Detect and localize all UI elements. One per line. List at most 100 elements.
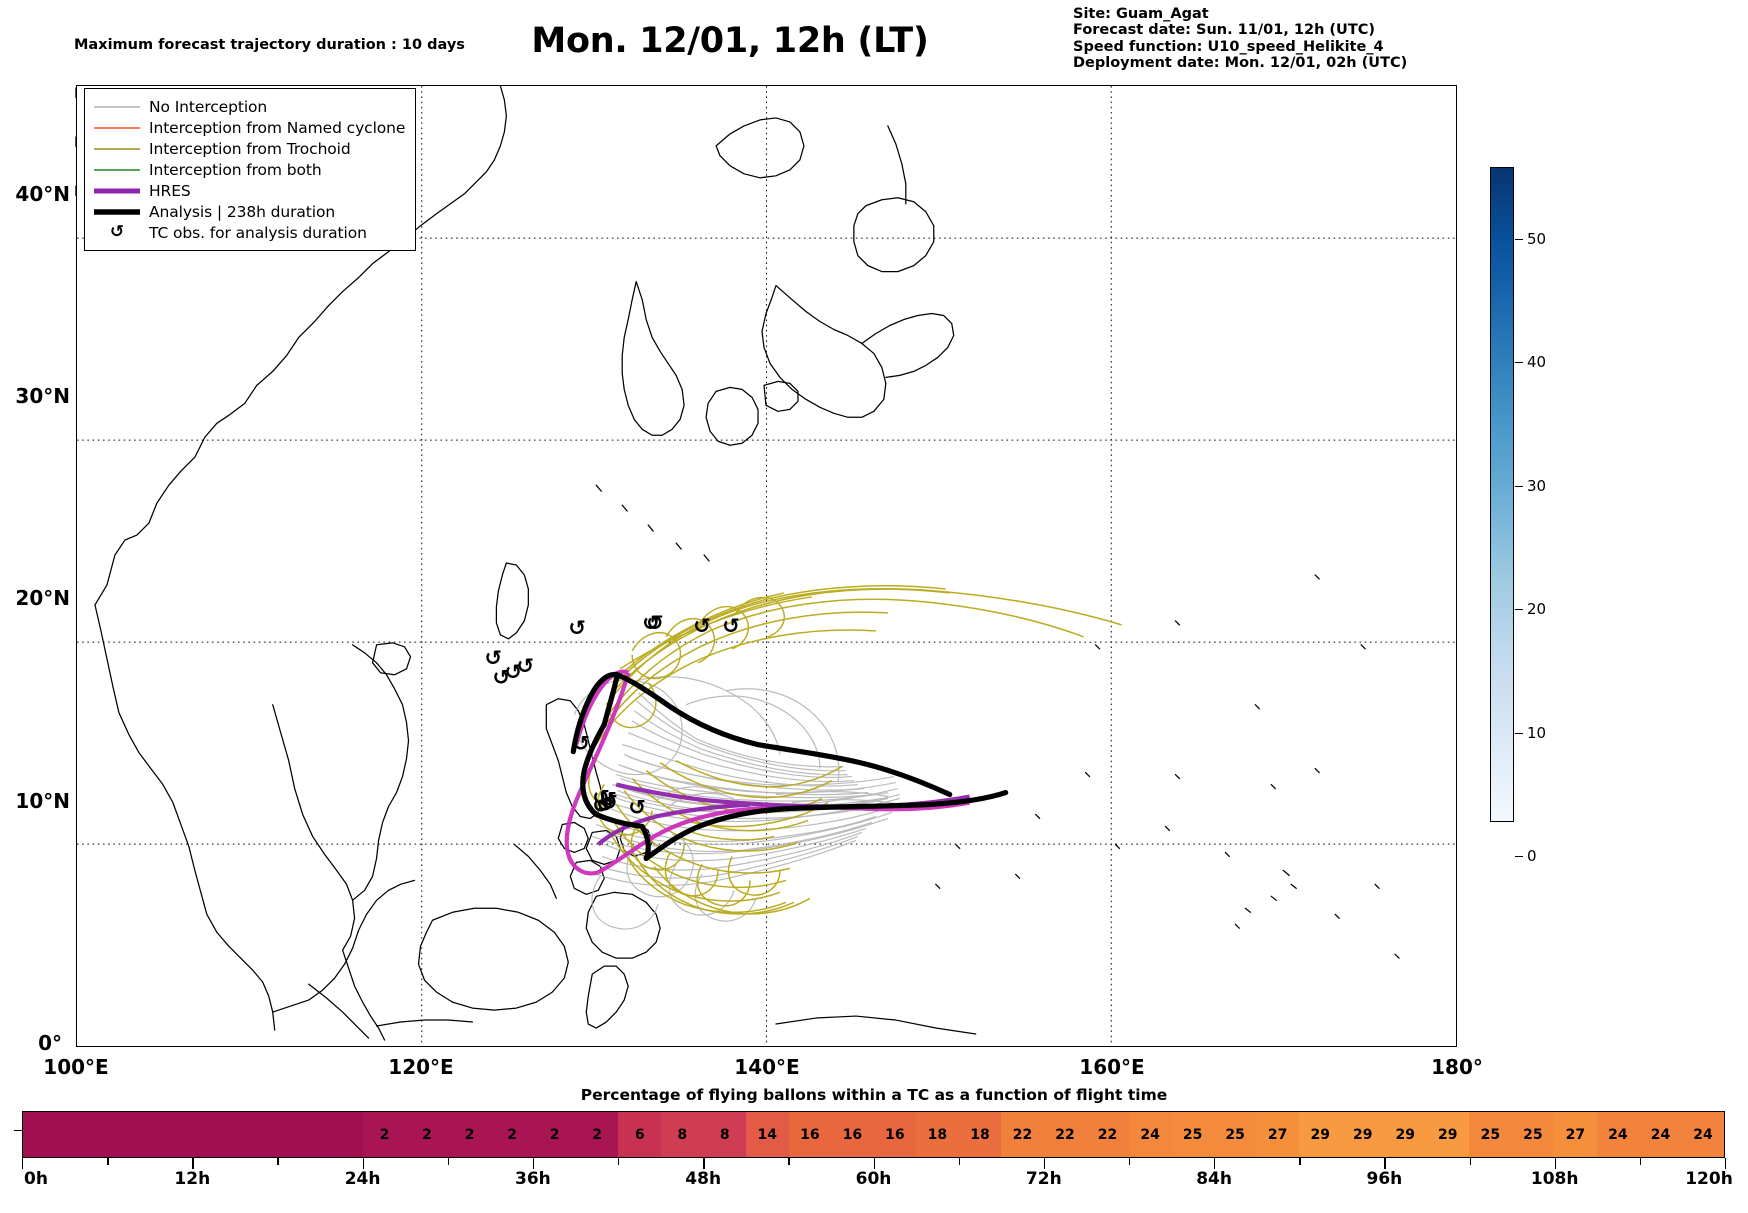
y-tick-label: 10°N — [15, 789, 70, 813]
percentage-axis-tick — [532, 1158, 535, 1169]
tc-obs-marker: ↺ — [642, 611, 660, 635]
percentage-bar-cell: 29 — [1426, 1112, 1470, 1157]
percentage-axis-label: 120h — [1685, 1169, 1733, 1189]
percentage-axis-tick — [1384, 1158, 1386, 1169]
colorbar-tick — [1515, 239, 1523, 240]
x-tick-label: 140°E — [734, 1055, 800, 1079]
percentage-bar-cell: 18 — [958, 1112, 1002, 1157]
percentage-axis-label: 48h — [685, 1169, 722, 1189]
percentage-bar-cell: 22 — [1001, 1112, 1044, 1157]
percentage-bar-cell: 22 — [1086, 1112, 1129, 1157]
percentage-bar-cell: 6 — [618, 1112, 661, 1157]
page-title: Mon. 12/01, 12h (LT) — [531, 21, 929, 61]
percentage-axis-tick — [22, 1158, 24, 1169]
percentage-axis-tick — [447, 1158, 450, 1165]
percentage-bar-cell: 24 — [1681, 1112, 1725, 1157]
legend-swatch-line-icon — [93, 163, 141, 177]
percentage-axis-tick — [1725, 1158, 1727, 1169]
colorbar-gradient — [1490, 167, 1514, 822]
percentage-bar-cell: 25 — [1511, 1112, 1555, 1157]
percentage-bar-cell: 24 — [1639, 1112, 1682, 1157]
colorbar-tick-label: 40 — [1527, 353, 1547, 371]
x-tick-label: 160°E — [1079, 1055, 1145, 1079]
tc-obs-marker: ↺ — [492, 666, 510, 690]
legend-swatch-line-icon — [93, 205, 141, 219]
percentage-axis-label: 36h — [515, 1169, 551, 1189]
percentage-bar-cell: 16 — [788, 1112, 832, 1157]
percentage-axis-tick — [873, 1158, 875, 1169]
forecast-date-label: Forecast date: Sun. 11/01, 12h (UTC) — [1073, 22, 1375, 39]
tc-obs-marker: ↺ — [596, 792, 614, 816]
colorbar-tick-label: 50 — [1527, 230, 1547, 248]
legend-swatch-line-icon — [93, 121, 141, 135]
legend-label: No Interception — [149, 97, 268, 116]
percentage-bar-cell: 2 — [533, 1112, 576, 1157]
percentage-bar-cell: 29 — [1298, 1112, 1342, 1157]
legend-label: Interception from Named cyclone — [149, 118, 406, 137]
percentage-bar-cell: 27 — [1554, 1112, 1597, 1157]
y-tick-label: 30°N — [15, 384, 70, 408]
percentage-bar-cell: 24 — [1128, 1112, 1172, 1157]
percentage-axis-tick — [703, 1158, 705, 1169]
percentage-bar-cell: 2 — [448, 1112, 491, 1157]
x-tick-label: 120°E — [388, 1055, 454, 1079]
tc-obs-marker: ↺ — [722, 614, 740, 638]
percentage-axis-tick — [958, 1158, 961, 1165]
percentage-axis-tick — [1128, 1158, 1131, 1165]
percentage-bar-cell: 24 — [1596, 1112, 1640, 1157]
tc-obs-marker: ↺ — [600, 790, 618, 814]
tc-obs-marker: ↺ — [592, 793, 610, 817]
percentage-axis-tick — [1469, 1158, 1471, 1165]
colorbar-tick — [1515, 733, 1523, 734]
legend-label: Analysis | 238h duration — [149, 202, 336, 221]
tc-obs-marker: ↺ — [628, 795, 646, 819]
percentage-bar-cell: 8 — [703, 1112, 747, 1157]
percentage-bar-cell: 2 — [363, 1112, 406, 1157]
percentage-axis-tick — [1299, 1158, 1301, 1165]
tc-obs-marker: ↺ — [504, 660, 522, 684]
percentage-bar-cell — [235, 1112, 279, 1157]
percentage-bar-cell: 2 — [405, 1112, 449, 1157]
percentage-axis-tick — [1043, 1158, 1046, 1169]
hres-track — [564, 669, 971, 876]
colorbar-tick-label: 10 — [1527, 724, 1547, 742]
map-legend: No Interception Interception from Named … — [84, 88, 417, 251]
analysis-track — [570, 671, 1009, 861]
colorbar-tick-label: 30 — [1527, 477, 1547, 495]
tc-obs-marker: ↺ — [572, 732, 590, 756]
legend-item-tc-obs: ↺ TC obs. for analysis duration — [93, 222, 405, 243]
tc-obs-marker: ↺ — [592, 786, 610, 810]
percentage-bar-cell: 16 — [831, 1112, 874, 1157]
percentage-bar-cell: 18 — [916, 1112, 959, 1157]
tc-obs-marker: ↺ — [693, 614, 711, 638]
percentage-axis-label: 12h — [174, 1169, 211, 1189]
percentage-axis-tick — [1214, 1158, 1216, 1169]
percentage-axis-tick — [107, 1158, 109, 1165]
percentage-bar-cell: 16 — [873, 1112, 917, 1157]
percentage-axis-label: 96h — [1366, 1169, 1403, 1189]
tc-obs-marker: ↺ — [646, 611, 664, 635]
colorbar-tick — [1515, 609, 1523, 610]
percentage-axis-tick — [192, 1158, 194, 1169]
colorbar-tick-label: 0 — [1527, 847, 1537, 865]
coastlines — [94, 86, 1400, 1041]
legend-item-no-interception: No Interception — [93, 96, 405, 117]
colorbar-title: Named cyclones forecast - Number of EPS … — [1586, 0, 1748, 170]
percentage-bar-axis: 0h 12h 24h 36h 48h 60h 72h 84h 96h 108h 120h — [22, 1158, 1733, 1192]
percentage-bar-cell: 29 — [1384, 1112, 1427, 1157]
percentage-bar-cell — [278, 1112, 321, 1157]
legend-item-named-cyclone: Interception from Named cyclone — [93, 117, 405, 138]
percentage-axis-label: 84h — [1196, 1169, 1232, 1189]
legend-label: HRES — [149, 181, 191, 200]
percentage-bar-cell: 29 — [1341, 1112, 1384, 1157]
header-right-block: Site: Guam_Agat Forecast date: Sun. 11/0… — [1073, 6, 1407, 72]
cyclone-icon: ↺ — [93, 224, 141, 241]
percentage-bar-cell — [65, 1112, 109, 1157]
percentage-bar-cell: 8 — [660, 1112, 704, 1157]
percentage-bar: 2 2 2 2 2 2 6 8 8 14 16 16 16 18 18 22 22 22 24 25 25 27 29 29 2… — [22, 1111, 1725, 1158]
percentage-axis-label: 24h — [344, 1169, 381, 1189]
tc-obs-marker: ↺ — [484, 646, 502, 670]
speed-function-label: Speed function: U10_speed_Helikite_4 — [1073, 38, 1384, 55]
tc-obs-marker: ↺ — [568, 616, 586, 640]
percentage-bar-title: Percentage of flying ballons within a TC… — [580, 1086, 1168, 1104]
